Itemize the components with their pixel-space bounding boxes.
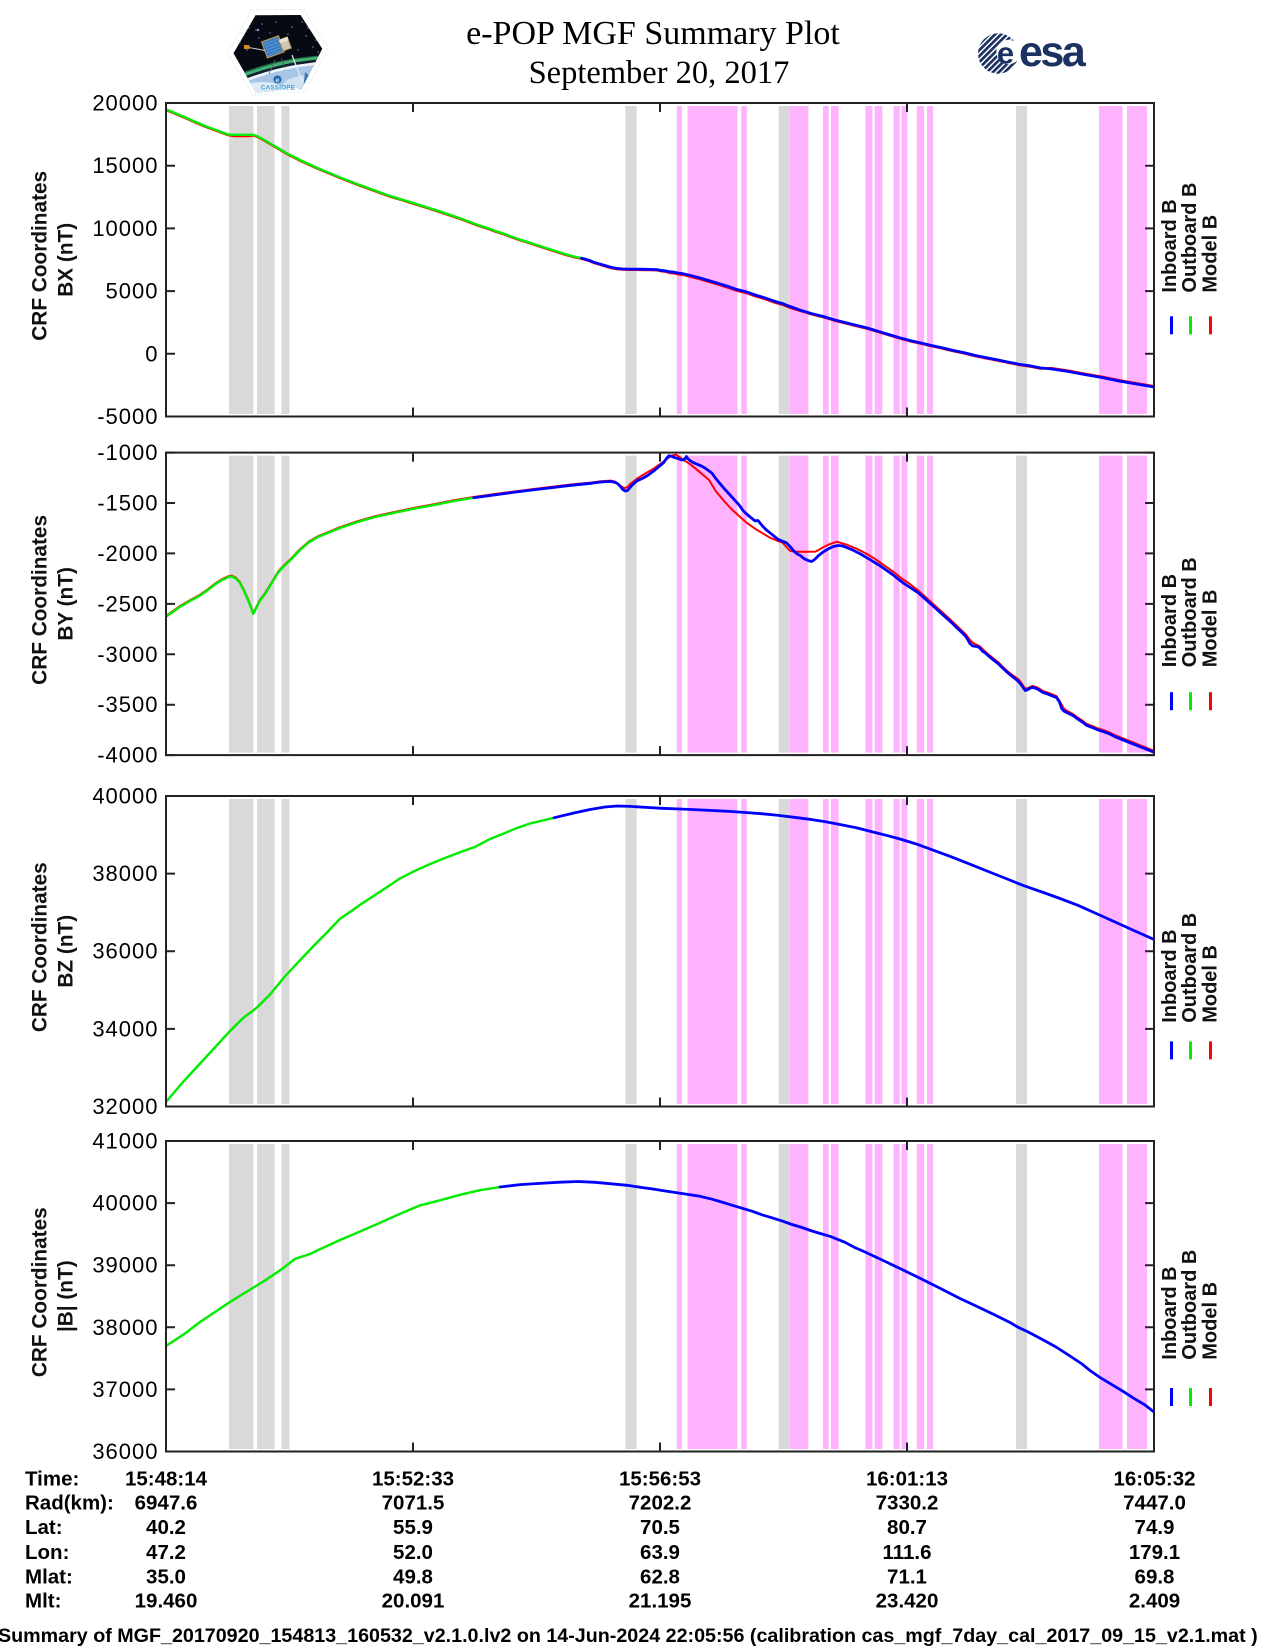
svg-text:39000: 39000	[92, 1253, 158, 1278]
svg-text:Outboard B: Outboard B	[1179, 913, 1201, 1023]
svg-text:74.9: 74.9	[1135, 1516, 1175, 1539]
svg-text:-5000: -5000	[97, 404, 158, 429]
svg-text:16:05:32: 16:05:32	[1113, 1467, 1195, 1490]
svg-text:19.460: 19.460	[135, 1589, 198, 1612]
svg-text:BZ (nT): BZ (nT)	[55, 915, 78, 988]
svg-text:Outboard B: Outboard B	[1179, 557, 1201, 667]
svg-text:41000: 41000	[92, 1129, 158, 1154]
svg-text:32000: 32000	[92, 1094, 158, 1119]
svg-text:80.7: 80.7	[887, 1516, 927, 1539]
svg-text:15000: 15000	[92, 153, 158, 178]
svg-text:6947.6: 6947.6	[135, 1491, 198, 1514]
svg-text:e: e	[275, 75, 279, 84]
svg-text:23.420: 23.420	[876, 1589, 939, 1612]
svg-text:7330.2: 7330.2	[876, 1491, 939, 1514]
svg-text:Model B: Model B	[1200, 215, 1222, 293]
svg-text:69.8: 69.8	[1135, 1565, 1175, 1588]
svg-text:70.5: 70.5	[640, 1516, 680, 1539]
svg-text:esa: esa	[1019, 28, 1087, 76]
svg-text:38000: 38000	[92, 861, 158, 886]
svg-text:Model B: Model B	[1200, 1282, 1222, 1360]
svg-text:55.9: 55.9	[393, 1516, 433, 1539]
svg-text:Rad(km):: Rad(km):	[25, 1491, 114, 1514]
svg-text:CRF Coordinates: CRF Coordinates	[29, 515, 52, 685]
svg-text:Lon:: Lon:	[25, 1541, 69, 1564]
svg-text:Lat:: Lat:	[25, 1516, 63, 1539]
svg-text:36000: 36000	[92, 1439, 158, 1464]
svg-text:CRF Coordinates: CRF Coordinates	[29, 1207, 52, 1377]
svg-text:21.195: 21.195	[629, 1589, 692, 1612]
svg-text:15:52:33: 15:52:33	[372, 1467, 454, 1490]
svg-text:CASSIOPE: CASSIOPE	[261, 85, 295, 92]
svg-text:Model B: Model B	[1200, 590, 1222, 668]
svg-text:CRF Coordinates: CRF Coordinates	[29, 171, 52, 341]
svg-text:5000: 5000	[106, 279, 159, 304]
svg-text:36000: 36000	[92, 939, 158, 964]
svg-text:September 20, 2017: September 20, 2017	[529, 55, 790, 91]
svg-text:Mlat:: Mlat:	[25, 1565, 73, 1588]
svg-text:40000: 40000	[92, 784, 158, 809]
svg-text:e: e	[997, 36, 1014, 71]
svg-text:Outboard B: Outboard B	[1179, 1250, 1201, 1360]
svg-text:BX (nT): BX (nT)	[55, 223, 78, 297]
svg-text:-3000: -3000	[97, 642, 158, 667]
svg-text:71.1: 71.1	[887, 1565, 927, 1588]
svg-text:CRF Coordinates: CRF Coordinates	[29, 862, 52, 1032]
svg-text:40.2: 40.2	[146, 1516, 186, 1539]
svg-text:-3500: -3500	[97, 692, 158, 717]
svg-text:10000: 10000	[92, 216, 158, 241]
svg-text:7447.0: 7447.0	[1123, 1491, 1186, 1514]
svg-text:Model B: Model B	[1200, 945, 1222, 1023]
svg-text:-2500: -2500	[97, 591, 158, 616]
svg-text:37000: 37000	[92, 1377, 158, 1402]
svg-text:111.6: 111.6	[882, 1541, 931, 1564]
svg-text:Mlt:: Mlt:	[25, 1589, 61, 1612]
svg-text:20.091: 20.091	[382, 1589, 445, 1612]
svg-text:-2000: -2000	[97, 541, 158, 566]
svg-text:-1500: -1500	[97, 491, 158, 516]
svg-text:-4000: -4000	[97, 743, 158, 768]
svg-text:15:48:14: 15:48:14	[125, 1467, 208, 1490]
svg-text:|B| (nT): |B| (nT)	[55, 1260, 78, 1332]
svg-text:179.1: 179.1	[1129, 1541, 1180, 1564]
svg-text:Inboard B: Inboard B	[1159, 574, 1181, 667]
svg-text:16:01:13: 16:01:13	[866, 1467, 948, 1490]
svg-text:62.8: 62.8	[640, 1565, 680, 1588]
svg-text:52.0: 52.0	[393, 1541, 433, 1564]
svg-text:-1000: -1000	[97, 440, 158, 465]
svg-text:49.8: 49.8	[393, 1565, 433, 1588]
svg-text:15:56:53: 15:56:53	[619, 1467, 701, 1490]
svg-text:35.0: 35.0	[146, 1565, 186, 1588]
svg-text:e-POP MGF Summary Plot: e-POP MGF Summary Plot	[466, 15, 840, 52]
svg-text:Inboard B: Inboard B	[1159, 929, 1181, 1022]
svg-text:Inboard B: Inboard B	[1159, 1266, 1181, 1359]
svg-text:0: 0	[145, 341, 158, 366]
svg-text:47.2: 47.2	[146, 1541, 186, 1564]
svg-text:20000: 20000	[92, 91, 158, 116]
svg-text:7202.2: 7202.2	[629, 1491, 692, 1514]
svg-text:2.409: 2.409	[1129, 1589, 1180, 1612]
svg-text:40000: 40000	[92, 1191, 158, 1216]
svg-text:Inboard B: Inboard B	[1159, 199, 1181, 292]
svg-text:BY (nT): BY (nT)	[55, 567, 78, 641]
svg-text:63.9: 63.9	[640, 1541, 680, 1564]
svg-text:Outboard B: Outboard B	[1179, 183, 1201, 293]
svg-text:Time:: Time:	[25, 1467, 79, 1490]
svg-text:Summary of MGF_20170920_154813: Summary of MGF_20170920_154813_160532_v2…	[0, 1625, 1258, 1647]
svg-text:7071.5: 7071.5	[382, 1491, 445, 1514]
svg-text:34000: 34000	[92, 1016, 158, 1041]
svg-text:38000: 38000	[92, 1315, 158, 1340]
